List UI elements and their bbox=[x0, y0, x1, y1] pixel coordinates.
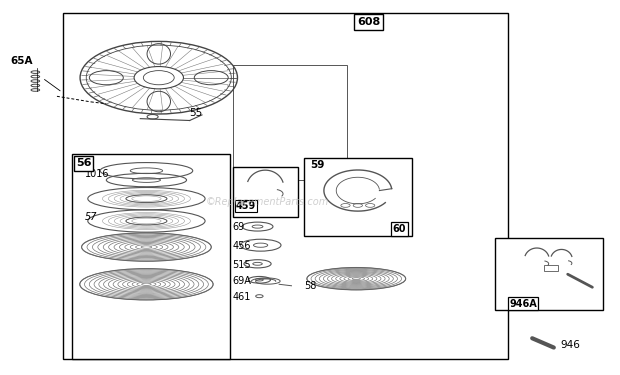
Bar bbox=[63, 12, 508, 359]
Text: 58: 58 bbox=[304, 281, 316, 291]
Text: 60: 60 bbox=[392, 224, 406, 234]
Text: ©ReplacementParts.com: ©ReplacementParts.com bbox=[205, 197, 329, 207]
Text: 65A: 65A bbox=[11, 56, 33, 66]
Text: 946: 946 bbox=[560, 340, 580, 350]
Bar bbox=[233, 64, 347, 180]
Text: 946A: 946A bbox=[509, 298, 537, 309]
Text: 59: 59 bbox=[310, 160, 324, 170]
Bar bbox=[495, 238, 603, 310]
Text: 608: 608 bbox=[357, 17, 380, 27]
Bar bbox=[73, 154, 230, 359]
Bar bbox=[544, 264, 558, 270]
Text: 1016: 1016 bbox=[85, 170, 109, 180]
Text: 69A: 69A bbox=[232, 276, 251, 285]
Bar bbox=[304, 158, 412, 236]
Text: 461: 461 bbox=[232, 292, 250, 302]
Text: 459: 459 bbox=[236, 201, 256, 211]
Text: 69: 69 bbox=[233, 222, 245, 232]
Text: 55: 55 bbox=[190, 108, 203, 118]
Bar bbox=[233, 167, 298, 217]
Text: 56: 56 bbox=[76, 158, 91, 168]
Text: 57: 57 bbox=[85, 212, 97, 222]
Text: 456: 456 bbox=[232, 241, 250, 251]
Text: 515: 515 bbox=[232, 260, 251, 270]
